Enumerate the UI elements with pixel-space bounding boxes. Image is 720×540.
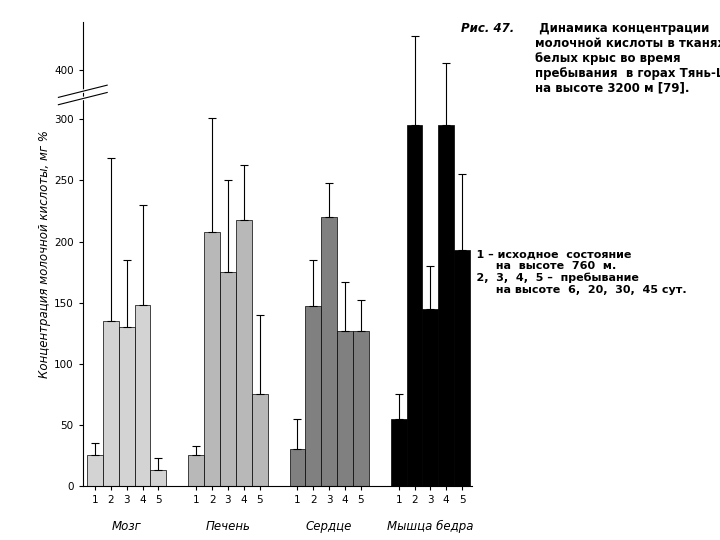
- Bar: [321, 217, 337, 486]
- Bar: [391, 419, 407, 486]
- Text: Рис. 47.: Рис. 47.: [461, 22, 514, 35]
- Bar: [135, 305, 150, 486]
- Bar: [103, 321, 119, 486]
- Bar: [220, 272, 236, 486]
- Text: Мышца бедра: Мышца бедра: [387, 520, 474, 534]
- Bar: [305, 306, 321, 486]
- Text: Динамика концентрации
молочной кислоты в тканях
белых крыс во время
пребывания  : Динамика концентрации молочной кислоты в…: [535, 22, 720, 94]
- Bar: [454, 250, 470, 486]
- Bar: [407, 125, 423, 486]
- Bar: [150, 470, 166, 486]
- Text: Сердце: Сердце: [306, 520, 352, 533]
- Bar: [353, 331, 369, 486]
- Bar: [423, 309, 438, 486]
- Bar: [87, 455, 103, 486]
- Bar: [289, 449, 305, 486]
- Bar: [204, 232, 220, 486]
- Bar: [438, 125, 454, 486]
- Bar: [189, 455, 204, 486]
- Y-axis label: Концентрация молочной кислоты, мг %: Концентрация молочной кислоты, мг %: [38, 130, 51, 378]
- Text: Мозг: Мозг: [112, 520, 142, 533]
- Bar: [119, 327, 135, 486]
- Bar: [337, 331, 353, 486]
- Bar: [252, 394, 268, 486]
- Text: Печень: Печень: [205, 520, 251, 533]
- Bar: [236, 220, 252, 486]
- Text: 1 – исходное  состояние
         на  высоте  760  м.
    2,  3,  4,  5 –  пребыв: 1 – исходное состояние на высоте 760 м. …: [461, 249, 686, 295]
